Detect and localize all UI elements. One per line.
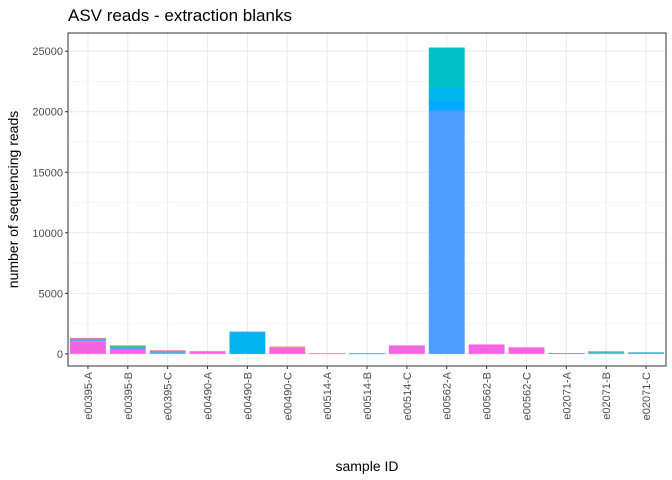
bar-segment-e02071-C — [628, 353, 665, 354]
chart-title: ASV reads - extraction blanks — [68, 6, 292, 25]
x-tick-label: e02071-B — [601, 372, 613, 420]
bar-segment-e00395-A — [69, 337, 106, 339]
bar-segment-e00490-B — [229, 332, 266, 354]
y-tick-label: 5000 — [39, 288, 63, 300]
bar-segment-e00490-C — [269, 347, 306, 354]
y-tick-label: 0 — [57, 349, 63, 361]
bar-segment-e00395-C — [149, 351, 186, 353]
bar-segment-e00514-C — [388, 345, 425, 354]
bar-segment-e00562-A — [428, 47, 465, 88]
x-tick-label: e00490-B — [242, 372, 254, 420]
y-tick-label: 15000 — [32, 167, 63, 179]
bar-segment-e00395-B — [109, 347, 146, 350]
x-tick-label: e00395-A — [83, 371, 95, 419]
bar-segment-e00395-A — [69, 338, 106, 340]
y-tick-label: 10000 — [32, 228, 63, 240]
bar-segment-e02071-A — [548, 353, 585, 354]
bar-segment-e00562-C — [508, 347, 545, 354]
bar-segment-e00562-A — [428, 87, 465, 103]
x-tick-label: e00395-C — [163, 372, 175, 420]
bar-segment-e00562-A — [428, 102, 465, 111]
bars — [69, 47, 665, 355]
x-axis: e00395-A e00395-B e00395-C e00490-A e00490-B… — [83, 366, 653, 420]
bar-segment-e00395-C — [149, 352, 186, 354]
y-tick-label: 25000 — [32, 46, 63, 58]
x-tick-label: e00562-A — [442, 371, 454, 419]
bar-segment-e00514-B — [349, 353, 385, 355]
bar-segment-e00490-A — [189, 351, 226, 352]
x-tick-label: e00490-A — [203, 371, 215, 419]
major-gridlines — [68, 33, 666, 366]
y-axis: 0 5000 10000 15000 20000 25000 — [32, 46, 68, 361]
bar-segment-e02071-B — [588, 351, 625, 353]
x-tick-label: e00514-A — [322, 371, 334, 419]
x-tick-label: e00562-C — [521, 372, 533, 420]
x-tick-label: e00562-B — [482, 372, 494, 420]
y-tick-label: 20000 — [32, 107, 63, 119]
x-tick-label: e00514-B — [362, 372, 374, 420]
bar-segment-e00395-A — [69, 339, 106, 342]
bar-segment-e00514-A — [309, 353, 346, 354]
bar-segment-e02071-B — [588, 352, 625, 354]
bar-segment-e00395-B — [109, 349, 146, 354]
bar-segment-e00395-B — [109, 346, 146, 348]
bar-segment-e00395-B — [109, 345, 146, 347]
x-tick-label: e02071-A — [561, 371, 573, 419]
x-axis-title: sample ID — [335, 458, 398, 474]
x-tick-label: e02071-C — [641, 372, 653, 420]
bar-segment-e00395-A — [69, 341, 106, 354]
bar-segment-e02071-B — [588, 351, 625, 353]
bar-segment-e00490-A — [189, 351, 226, 354]
bar-segment-e00490-C — [269, 346, 306, 348]
x-tick-label: e00490-C — [282, 372, 294, 420]
bar-segment-e02071-C — [628, 352, 665, 354]
x-tick-label: e00514-C — [402, 372, 414, 420]
x-tick-label: e00395-B — [123, 372, 135, 420]
bar-segment-e00395-C — [149, 350, 186, 352]
bar-segment-e00562-B — [468, 344, 505, 354]
bar-segment-e00490-B — [229, 331, 266, 333]
y-axis-title: number of sequencing reads — [5, 111, 21, 288]
bar-segment-e00562-A — [428, 110, 465, 354]
